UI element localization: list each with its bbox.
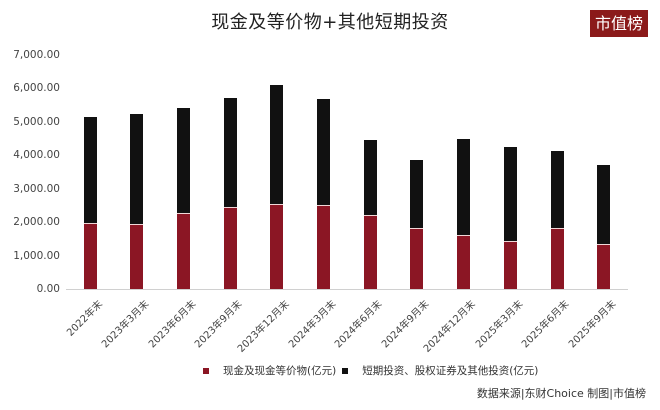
bar-segment-cash	[503, 240, 517, 289]
bar-segment-short-term	[130, 113, 144, 225]
bar-segment-short-term	[457, 138, 471, 235]
bar-segment-short-term	[223, 97, 237, 208]
bar-segment-short-term	[176, 107, 190, 214]
bar-stack[interactable]	[223, 97, 237, 289]
bar-stack[interactable]	[317, 98, 330, 289]
y-tick-label: 2,000.00	[13, 216, 60, 229]
x-tick-label: 2024年6月末	[333, 298, 385, 351]
y-tick-label: 7,000.00	[13, 49, 60, 61]
bar-segment-short-term	[503, 146, 517, 241]
bar-segment-cash	[317, 205, 330, 289]
bar-segment-cash	[550, 227, 564, 289]
bar-segment-cash	[176, 213, 190, 289]
legend-label-short-term: 短期投资、股权证券及其他投资(亿元)	[362, 365, 539, 377]
bar-stack[interactable]	[130, 113, 144, 289]
x-axis-line	[66, 289, 628, 290]
bar-segment-cash	[130, 224, 144, 289]
bar-segment-cash	[223, 207, 237, 289]
x-tick-label: 2024年3月末	[286, 298, 339, 351]
bar-stack[interactable]	[176, 107, 190, 289]
y-tick-label: 4,000.00	[13, 149, 60, 162]
bar-stack[interactable]	[363, 139, 377, 289]
y-tick-label: 3,000.00	[13, 182, 60, 195]
bar-stack[interactable]	[457, 138, 471, 289]
bar-segment-cash	[597, 243, 611, 289]
x-tick-label: 2025年3月末	[473, 298, 525, 351]
legend-swatch-cash	[203, 367, 209, 374]
y-tick-label: 6,000.00	[13, 82, 60, 95]
x-tick-label: 2022年末	[64, 298, 105, 339]
bar-segment-cash	[410, 227, 424, 289]
bar-stack[interactable]	[597, 164, 611, 289]
x-tick-label: 2025年9月末	[566, 298, 619, 351]
bar-segment-cash	[457, 234, 471, 289]
bar-segment-short-term	[597, 164, 611, 244]
x-tick-label: 2023年3月末	[99, 298, 152, 351]
bar-segment-cash	[83, 223, 97, 289]
bar-segment-cash	[363, 215, 377, 289]
bar-segment-short-term	[270, 84, 284, 205]
bar-segment-short-term	[410, 159, 424, 228]
bar-segment-short-term	[83, 116, 97, 224]
x-tick-label: 2025年6月末	[520, 298, 572, 351]
bar-stack[interactable]	[410, 159, 424, 289]
legend-label-cash: 现金及现金等价物(亿元)	[223, 365, 337, 377]
legend: 现金及现金等价物(亿元) 短期投资、股权证券及其他投资(亿元)	[203, 363, 544, 378]
bar-stack[interactable]	[550, 150, 564, 289]
x-tick-label: 2023年6月末	[146, 298, 199, 351]
legend-item-cash[interactable]: 现金及现金等价物(亿元)	[203, 363, 336, 378]
y-tick-label: 0.00	[36, 283, 60, 295]
y-tick-label: 5,000.00	[13, 115, 60, 128]
y-tick-label: 1,000.00	[13, 249, 60, 262]
bar-segment-short-term	[550, 150, 564, 228]
legend-item-short-term[interactable]: 短期投资、股权证券及其他投资(亿元)	[342, 363, 538, 378]
legend-swatch-short-term	[342, 367, 349, 374]
brand-logo: 市值榜	[590, 10, 648, 37]
source-note: 数据来源|东财Choice 制图|市值榜	[476, 387, 646, 400]
bar-segment-cash	[270, 204, 284, 289]
bar-segment-short-term	[363, 139, 377, 216]
bar-stack[interactable]	[503, 146, 517, 289]
bar-segment-short-term	[317, 98, 330, 206]
bar-stack[interactable]	[83, 116, 97, 289]
bar-stack[interactable]	[270, 84, 284, 289]
chart-title: 现金及等价物+其他短期投资	[211, 12, 449, 33]
